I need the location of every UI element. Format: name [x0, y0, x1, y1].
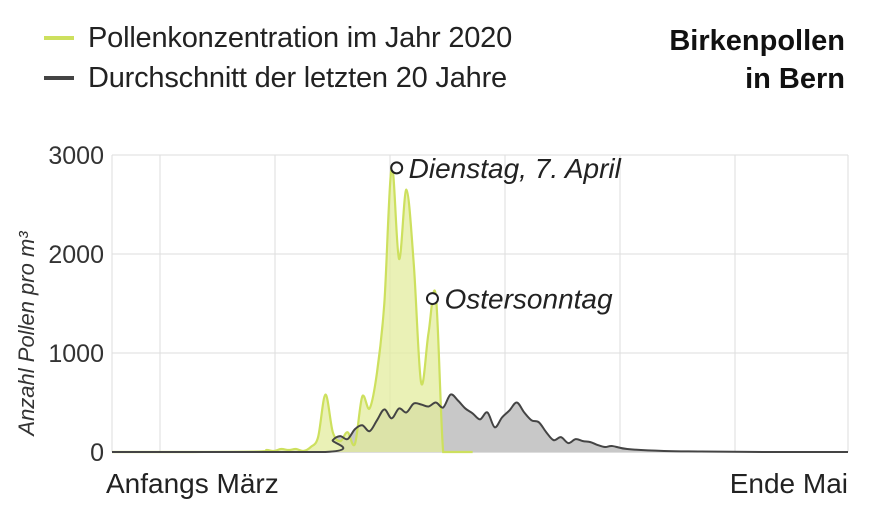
legend-item-2020: Pollenkonzentration im Jahr 2020	[44, 18, 512, 58]
y-tick-label: 2000	[48, 241, 104, 269]
annotation-label: Ostersonntag	[444, 284, 613, 315]
average-line	[112, 393, 848, 454]
annotation-marker	[425, 292, 439, 306]
legend-item-average: Durchschnitt der letzten 20 Jahre	[44, 58, 512, 98]
y-axis-label: Anzahl Pollen pro m³	[14, 231, 39, 438]
chart-title: Birkenpollen in Bern	[669, 22, 845, 98]
legend-swatch-2020	[44, 36, 74, 40]
legend-label-average: Durchschnitt der letzten 20 Jahre	[88, 61, 507, 94]
y-tick-label: 1000	[48, 340, 104, 368]
annotation-marker	[390, 161, 404, 175]
legend-label-2020: Pollenkonzentration im Jahr 2020	[88, 21, 513, 54]
annotation-label: Dienstag, 7. April	[409, 153, 622, 184]
series-2020-area	[112, 166, 473, 452]
chart-title-line-1: Birkenpollen	[669, 25, 845, 57]
x-tick-label-end: Ende Mai	[730, 468, 848, 499]
legend: Pollenkonzentration im Jahr 2020 Durchsc…	[44, 18, 512, 98]
y-tick-label: 0	[90, 439, 104, 467]
y-tick-label: 3000	[48, 142, 104, 170]
legend-swatch-average	[44, 76, 74, 80]
average-area	[112, 394, 848, 452]
x-tick-label-start: Anfangs März	[106, 468, 279, 499]
chart-title-line-2: in Bern	[745, 63, 845, 95]
